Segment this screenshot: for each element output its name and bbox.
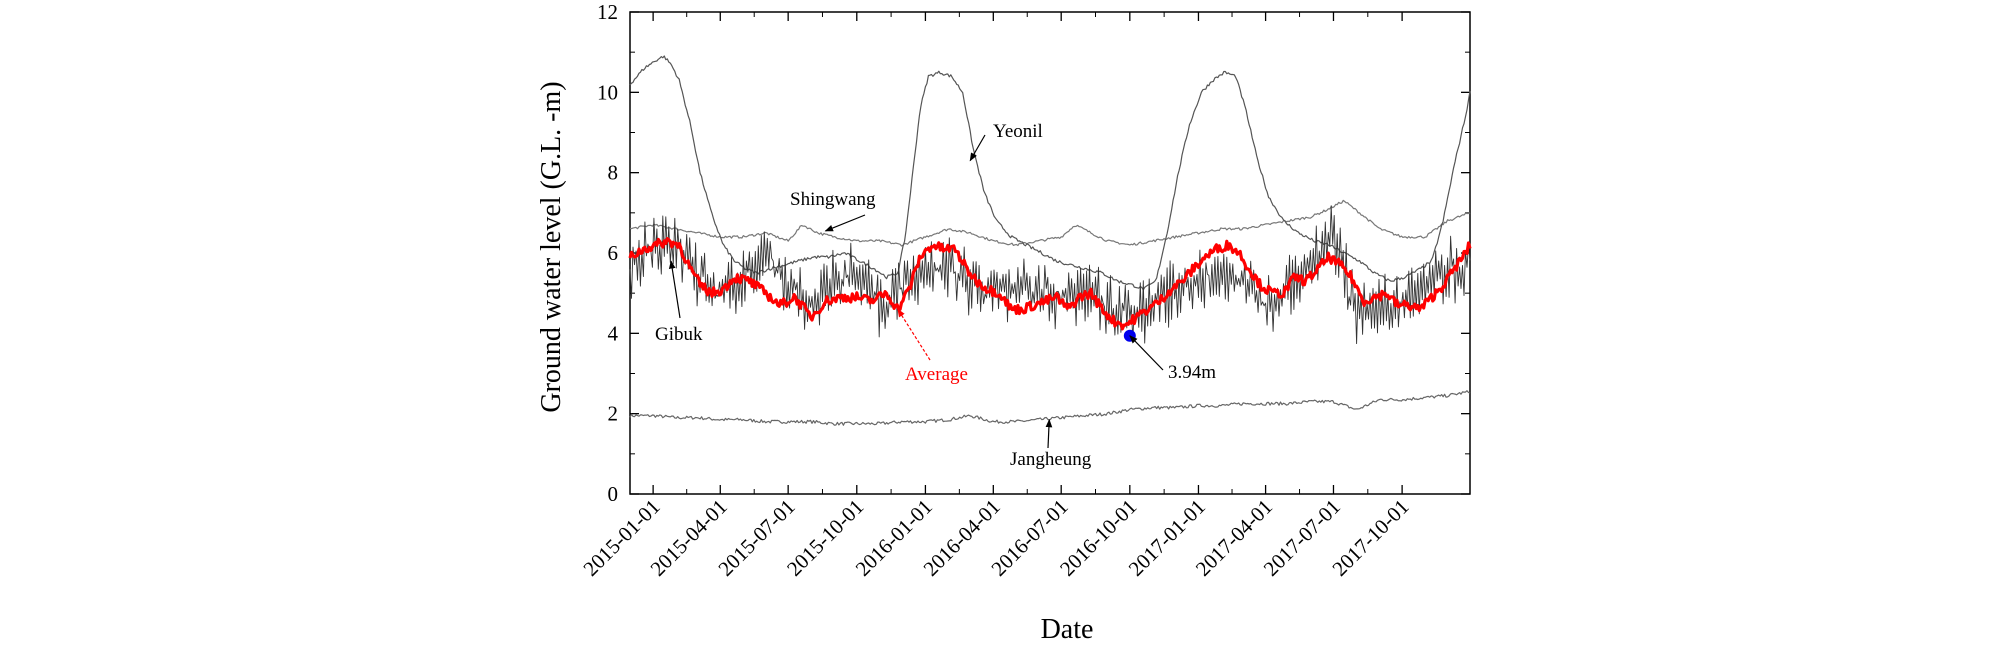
y-tick-label: 2 — [608, 402, 619, 426]
annotation-arrow — [1129, 335, 1164, 371]
annotation-label-gibuk: Gibuk — [655, 324, 703, 345]
annotation-arrow — [824, 214, 866, 232]
series-line-yeonil — [629, 55, 1471, 291]
y-tick-label: 0 — [608, 482, 619, 506]
series-line-jangheung — [629, 390, 1471, 426]
y-tick-label: 6 — [608, 241, 619, 265]
y-tick-label: 4 — [608, 321, 619, 345]
annotation-label-394m: 3.94m — [1168, 362, 1216, 383]
x-axis-title: Date — [1041, 614, 1094, 645]
y-axis-title: Ground water level (G.L. -m) — [536, 81, 567, 412]
annotation-label-jangheung: Jangheung — [1010, 449, 1092, 470]
annotations: Yeonil Shingwang Gibuk Average 3.94m Jangheun… — [655, 121, 1216, 470]
annotation-label-average: Average — [905, 364, 968, 385]
annotation-label-yeonil: Yeonil — [993, 121, 1043, 142]
annotation-label-shingwang: Shingwang — [790, 189, 876, 210]
annotation-arrow — [969, 134, 986, 162]
annotation-arrow — [1045, 418, 1053, 449]
series-line-gibuk — [629, 205, 1471, 345]
annotation-arrow — [897, 308, 931, 361]
series-layer — [628, 55, 1472, 426]
series-line-average — [628, 237, 1472, 331]
annotation-arrow — [668, 260, 681, 319]
y-tick-label: 12 — [597, 0, 618, 24]
y-tick-label: 10 — [597, 80, 618, 104]
y-tick-label: 8 — [608, 161, 619, 185]
series-line-shingwang — [629, 199, 1471, 247]
